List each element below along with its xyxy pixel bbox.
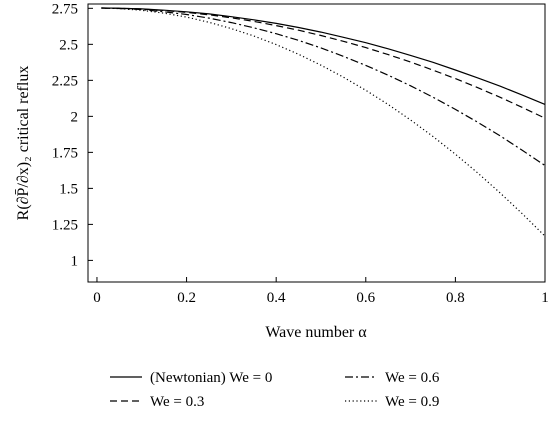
legend-label-2: We = 0.6 xyxy=(385,370,440,386)
legend: (Newtonian) We = 0 We = 0.3 We = 0.6 We = 0… xyxy=(110,370,440,410)
x-tick-label: 0.2 xyxy=(177,290,196,306)
ticks: 0 0.2 0.4 0.6 0.8 1 1 1.25 1.5 1.75 2 2.25 2.5 2.75 xyxy=(52,1,549,306)
y-axis-title: R(∂P̄/∂x)₂ critical reflux xyxy=(15,66,32,221)
plot-frame xyxy=(87,3,546,283)
y-tick-label: 2.5 xyxy=(59,37,78,53)
series-lines xyxy=(101,7,546,237)
x-axis-title: Wave number α xyxy=(265,324,367,341)
y-tick-label: 2.75 xyxy=(52,1,78,17)
y-tick-label: 1.25 xyxy=(52,217,78,233)
legend-label-0: (Newtonian) We = 0 xyxy=(150,370,272,386)
series-line-0 xyxy=(101,7,546,105)
x-tick-label: 0.4 xyxy=(267,290,286,306)
y-tick-label: 1 xyxy=(71,253,79,269)
series-line-3 xyxy=(101,7,546,237)
y-tick-label: 1.75 xyxy=(52,145,78,161)
x-tick-label: 0.6 xyxy=(356,290,375,306)
series-line-1 xyxy=(101,7,546,119)
y-tick-label: 2 xyxy=(71,109,79,125)
x-tick-label: 1 xyxy=(541,290,549,306)
legend-label-1: We = 0.3 xyxy=(150,394,204,410)
legend-label-3: We = 0.9 xyxy=(385,394,439,410)
x-tick-label: 0.8 xyxy=(446,290,465,306)
series-line-2 xyxy=(101,7,546,167)
y-tick-label: 1.5 xyxy=(59,181,78,197)
y-tick-label: 2.25 xyxy=(52,73,78,89)
x-tick-label: 0 xyxy=(93,290,101,306)
